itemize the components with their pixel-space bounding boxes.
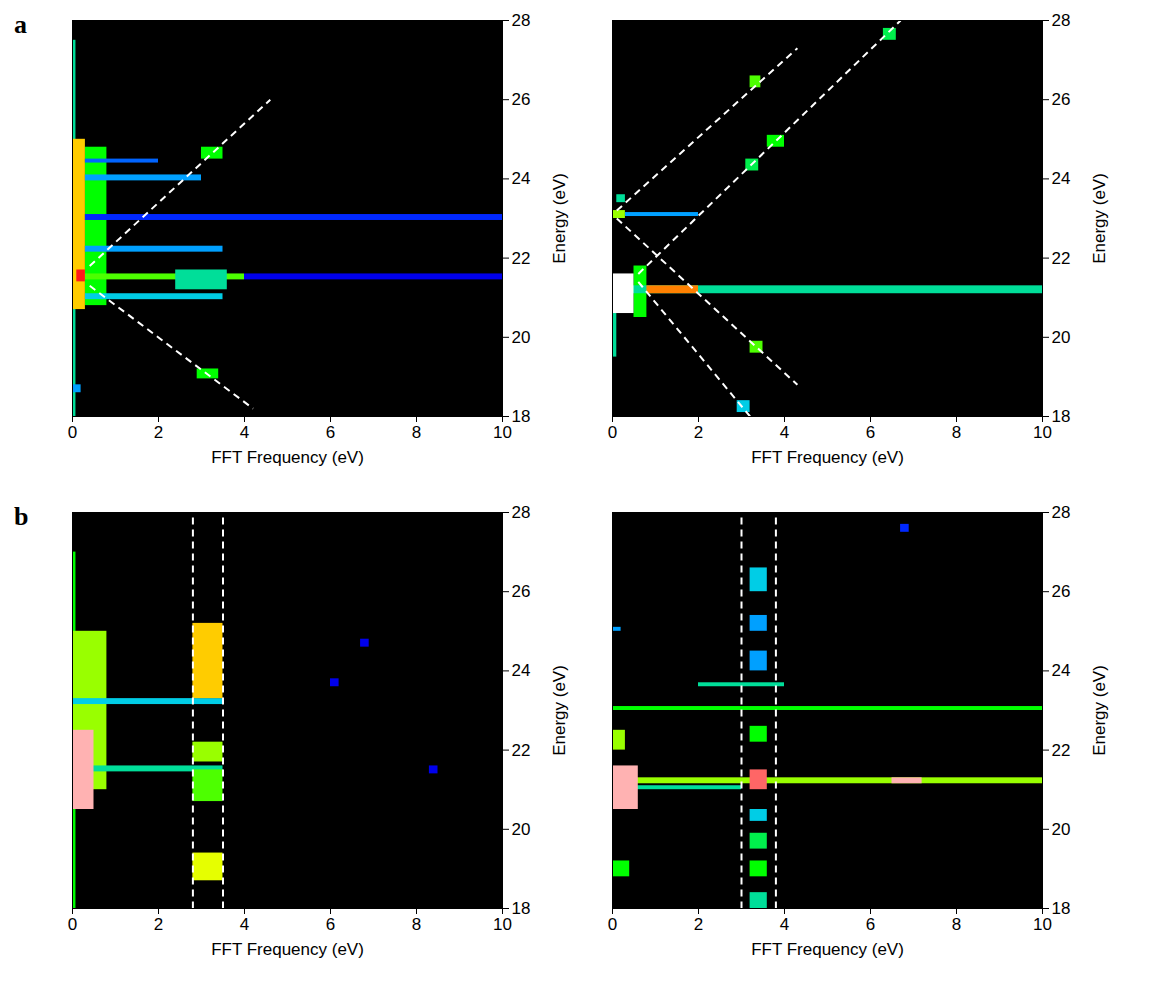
svg-text:FFT Frequency (eV): FFT Frequency (eV) xyxy=(211,448,364,467)
svg-text:Energy (eV): Energy (eV) xyxy=(550,173,569,264)
svg-text:6: 6 xyxy=(866,423,875,442)
html-text:a: a xyxy=(14,10,27,39)
svg-text:28: 28 xyxy=(1052,11,1071,30)
svg-text:0: 0 xyxy=(68,915,77,934)
svg-text:22: 22 xyxy=(1052,249,1071,268)
svg-text:10: 10 xyxy=(493,423,512,442)
svg-text:20: 20 xyxy=(1052,820,1071,839)
svg-text:0: 0 xyxy=(68,423,77,442)
svg-text:18: 18 xyxy=(512,899,531,918)
svg-text:2: 2 xyxy=(694,423,703,442)
svg-text:18: 18 xyxy=(1052,899,1071,918)
svg-text:22: 22 xyxy=(1052,741,1071,760)
svg-text:4: 4 xyxy=(240,915,249,934)
svg-text:4: 4 xyxy=(780,423,789,442)
svg-text:0: 0 xyxy=(608,915,617,934)
svg-text:20: 20 xyxy=(512,820,531,839)
svg-text:26: 26 xyxy=(512,582,531,601)
svg-text:Energy (eV): Energy (eV) xyxy=(1090,665,1109,756)
svg-text:8: 8 xyxy=(412,423,421,442)
svg-text:24: 24 xyxy=(512,661,531,680)
svg-text:20: 20 xyxy=(512,328,531,347)
svg-text:18: 18 xyxy=(512,407,531,426)
svg-text:6: 6 xyxy=(866,915,875,934)
svg-text:26: 26 xyxy=(1052,90,1071,109)
svg-text:FFT Frequency (eV): FFT Frequency (eV) xyxy=(751,448,904,467)
svg-text:28: 28 xyxy=(1052,503,1071,522)
svg-text:8: 8 xyxy=(952,915,961,934)
svg-text:24: 24 xyxy=(1052,169,1071,188)
svg-text:Energy (eV): Energy (eV) xyxy=(550,665,569,756)
svg-text:24: 24 xyxy=(1052,661,1071,680)
svg-text:28: 28 xyxy=(512,503,531,522)
svg-text:24: 24 xyxy=(512,169,531,188)
svg-text:2: 2 xyxy=(154,915,163,934)
svg-text:18: 18 xyxy=(1052,407,1071,426)
svg-text:2: 2 xyxy=(694,915,703,934)
svg-text:8: 8 xyxy=(952,423,961,442)
html-text:b: b xyxy=(14,502,29,531)
svg-text:22: 22 xyxy=(512,249,531,268)
svg-text:10: 10 xyxy=(493,915,512,934)
svg-text:4: 4 xyxy=(780,915,789,934)
svg-text:2: 2 xyxy=(154,423,163,442)
svg-text:22: 22 xyxy=(512,741,531,760)
svg-text:10: 10 xyxy=(1033,915,1052,934)
svg-text:Energy (eV): Energy (eV) xyxy=(1090,173,1109,264)
svg-text:28: 28 xyxy=(512,11,531,30)
svg-text:20: 20 xyxy=(1052,328,1071,347)
svg-text:6: 6 xyxy=(326,915,335,934)
svg-text:26: 26 xyxy=(512,90,531,109)
svg-text:8: 8 xyxy=(412,915,421,934)
svg-text:0: 0 xyxy=(608,423,617,442)
svg-text:26: 26 xyxy=(1052,582,1071,601)
svg-text:FFT Frequency (eV): FFT Frequency (eV) xyxy=(211,940,364,959)
svg-text:FFT Frequency (eV): FFT Frequency (eV) xyxy=(751,940,904,959)
svg-text:10: 10 xyxy=(1033,423,1052,442)
svg-text:4: 4 xyxy=(240,423,249,442)
svg-text:6: 6 xyxy=(326,423,335,442)
